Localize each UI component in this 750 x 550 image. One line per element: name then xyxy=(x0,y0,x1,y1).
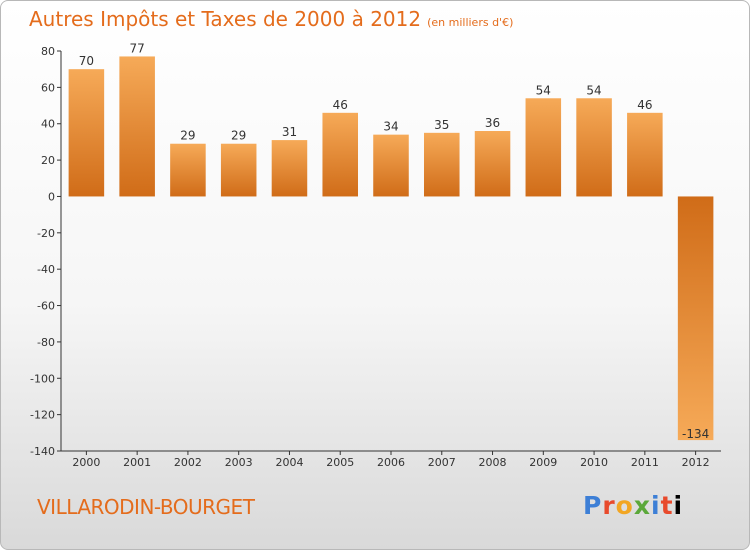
bar xyxy=(220,143,257,197)
commune-name: VILLARODIN-BOURGET xyxy=(37,495,255,519)
bar xyxy=(170,143,206,197)
x-tick-label: 2012 xyxy=(682,456,710,469)
x-tick-label: 2007 xyxy=(428,456,456,469)
bar xyxy=(474,131,511,197)
y-tick-label: 40 xyxy=(41,118,55,131)
bar-value-label: 54 xyxy=(586,83,601,97)
bar xyxy=(677,196,714,441)
y-tick-label: -100 xyxy=(30,372,55,385)
chart-title: Autres Impôts et Taxes de 2000 à 2012 (en… xyxy=(29,7,513,31)
bar-value-label: 34 xyxy=(383,120,398,134)
x-tick-label: 2006 xyxy=(377,456,405,469)
bar xyxy=(525,98,562,197)
bar xyxy=(271,140,308,197)
bar-value-label: 46 xyxy=(637,98,652,112)
bar xyxy=(627,112,663,197)
bar-value-label: -134 xyxy=(682,427,709,441)
chart-title-text: Autres Impôts et Taxes de 2000 à 2012 xyxy=(29,7,422,31)
bar xyxy=(68,69,105,197)
x-tick-label: 2011 xyxy=(631,456,659,469)
bar-value-label: 35 xyxy=(434,118,449,132)
logo-letter: x xyxy=(633,491,651,520)
bar-value-label: 29 xyxy=(180,129,195,143)
logo-letter: P xyxy=(583,491,603,520)
bar xyxy=(373,134,409,197)
y-tick-label: -40 xyxy=(37,263,55,276)
x-tick-label: 2000 xyxy=(72,456,100,469)
bar-value-label: 46 xyxy=(333,98,348,112)
bar-value-label: 54 xyxy=(536,83,551,97)
bar-value-label: 70 xyxy=(79,54,94,68)
x-tick-label: 2004 xyxy=(275,456,303,469)
proxiti-logo: Proxiti xyxy=(583,491,683,520)
bar-value-label: 36 xyxy=(485,116,500,130)
bar-value-label: 31 xyxy=(282,125,297,139)
y-tick-label: -80 xyxy=(37,336,55,349)
logo-letter: t xyxy=(660,491,674,520)
y-tick-label: 0 xyxy=(48,190,55,203)
y-tick-label: -20 xyxy=(37,227,55,240)
y-tick-label: -60 xyxy=(37,300,55,313)
bar xyxy=(119,56,155,197)
bar xyxy=(576,98,612,197)
logo-letter: r xyxy=(602,491,616,520)
logo-letter: o xyxy=(615,491,634,520)
bar xyxy=(424,132,460,197)
logo-letter: i xyxy=(673,491,684,520)
x-tick-label: 2010 xyxy=(580,456,608,469)
bar-value-label: 29 xyxy=(231,129,246,143)
y-tick-label: 20 xyxy=(41,154,55,167)
x-tick-label: 2002 xyxy=(174,456,202,469)
x-tick-label: 2001 xyxy=(123,456,151,469)
x-tick-label: 2008 xyxy=(479,456,507,469)
y-tick-label: -120 xyxy=(30,409,55,422)
bar-value-label: 77 xyxy=(130,41,145,55)
chart-subtitle: (en milliers d'€) xyxy=(427,16,514,29)
logo-letter: i xyxy=(651,491,661,520)
y-tick-label: -140 xyxy=(30,445,55,458)
y-tick-label: 80 xyxy=(41,45,55,58)
x-tick-label: 2003 xyxy=(225,456,253,469)
x-tick-label: 2009 xyxy=(529,456,557,469)
y-tick-label: 60 xyxy=(41,81,55,94)
x-tick-label: 2005 xyxy=(326,456,354,469)
bar xyxy=(322,112,358,197)
